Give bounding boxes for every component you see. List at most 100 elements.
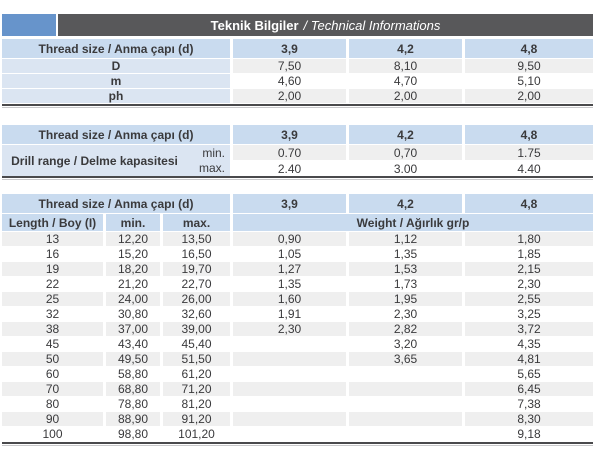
weight-column-header: Weight / Ağırlık gr/p bbox=[233, 214, 593, 231]
min-cell: 18,20 bbox=[106, 262, 160, 276]
table-bottom-rule bbox=[2, 442, 593, 444]
length-cell: 32 bbox=[2, 307, 103, 321]
length-column-header: Length / Boy (I) bbox=[2, 214, 103, 231]
max-cell: 16,50 bbox=[163, 247, 230, 261]
weight-cell: 1,12 bbox=[349, 232, 462, 246]
length-weight-table: Thread size / Anma çapı (d) 3,9 4,2 4,8 … bbox=[2, 194, 593, 446]
table-row: 19 18,20 19,70 1,27 1,53 2,15 bbox=[2, 262, 593, 276]
min-max-labels: min. max. bbox=[187, 146, 230, 176]
weight-cell: 7,38 bbox=[465, 397, 593, 411]
table-cell: 1.75 bbox=[465, 145, 593, 160]
min-cell: 43,40 bbox=[106, 337, 160, 351]
table-cell: 3.00 bbox=[349, 161, 462, 176]
min-cell: 98,80 bbox=[106, 427, 160, 441]
min-cell: 15,20 bbox=[106, 247, 160, 261]
max-label: max. bbox=[198, 160, 225, 175]
table-header-row: Thread size / Anma çapı (d) 3,9 4,2 4,8 bbox=[2, 194, 593, 213]
table-subheader-row: Length / Boy (I) min. max. Weight / Ağır… bbox=[2, 214, 593, 231]
table-row: 16 15,20 16,50 1,05 1,35 1,85 bbox=[2, 247, 593, 261]
table-cell: 8,10 bbox=[349, 59, 462, 73]
min-cell: 78,80 bbox=[106, 397, 160, 411]
weight-cell bbox=[349, 367, 462, 381]
table-row: 100 98,80 101,20 9,18 bbox=[2, 427, 593, 441]
weight-cell: 1,85 bbox=[465, 247, 593, 261]
table-header-row: Thread size / Anma çapı (d) 3,9 4,2 4,8 bbox=[2, 39, 593, 58]
brand-accent-square bbox=[2, 14, 56, 36]
max-cell: 101,20 bbox=[163, 427, 230, 441]
page-title: Teknik Bilgiler bbox=[210, 17, 299, 33]
max-cell: 61,20 bbox=[163, 367, 230, 381]
length-cell: 13 bbox=[2, 232, 103, 246]
min-cell: 49,50 bbox=[106, 352, 160, 366]
length-cell: 16 bbox=[2, 247, 103, 261]
min-cell: 37,00 bbox=[106, 322, 160, 336]
min-cell: 21,20 bbox=[106, 277, 160, 291]
weight-cell: 8,30 bbox=[465, 412, 593, 426]
length-cell: 25 bbox=[2, 292, 103, 306]
max-cell: 22,70 bbox=[163, 277, 230, 291]
weight-cell bbox=[233, 382, 346, 396]
max-column-header: max. bbox=[163, 214, 230, 231]
max-cell: 13,50 bbox=[163, 232, 230, 246]
weight-cell bbox=[233, 337, 346, 351]
thread-size-header: Thread size / Anma çapı (d) bbox=[2, 125, 230, 144]
table-cell: 4,70 bbox=[349, 74, 462, 88]
table-row: 90 88,90 91,20 8,30 bbox=[2, 412, 593, 426]
table-row: m 4,60 4,70 5,10 bbox=[2, 74, 593, 88]
length-cell: 50 bbox=[2, 352, 103, 366]
weight-cell: 1,91 bbox=[233, 307, 346, 321]
table-row: 70 68,80 71,20 6,45 bbox=[2, 382, 593, 396]
table-bottom-rule bbox=[2, 176, 593, 178]
min-cell: 30,80 bbox=[106, 307, 160, 321]
drill-range-label-cell: Drill range / Delme kapasitesi min. max. bbox=[2, 145, 230, 176]
table-header-row: Thread size / Anma çapı (d) 3,9 4,2 4,8 bbox=[2, 125, 593, 144]
weight-cell: 2,30 bbox=[465, 277, 593, 291]
min-column-header: min. bbox=[106, 214, 160, 231]
size-column-header: 3,9 bbox=[233, 194, 346, 213]
size-column-header: 4,2 bbox=[349, 194, 462, 213]
length-cell: 100 bbox=[2, 427, 103, 441]
min-cell: 12,20 bbox=[106, 232, 160, 246]
min-cell: 68,80 bbox=[106, 382, 160, 396]
drill-range-body: Drill range / Delme kapasitesi min. max.… bbox=[2, 145, 593, 176]
table-row: 13 12,20 13,50 0,90 1,12 1,80 bbox=[2, 232, 593, 246]
weight-cell: 3,25 bbox=[465, 307, 593, 321]
table-row: 25 24,00 26,00 1,60 1,95 2,55 bbox=[2, 292, 593, 306]
size-column-header: 4,8 bbox=[465, 125, 593, 144]
length-cell: 38 bbox=[2, 322, 103, 336]
row-label: ph bbox=[2, 89, 230, 103]
weight-cell: 2,15 bbox=[465, 262, 593, 276]
weight-cell bbox=[349, 412, 462, 426]
table-bottom-rule-light bbox=[2, 445, 593, 446]
min-cell: 24,00 bbox=[106, 292, 160, 306]
weight-cell: 1,05 bbox=[233, 247, 346, 261]
table-bottom-rule-light bbox=[2, 107, 593, 108]
weight-cell: 3,72 bbox=[465, 322, 593, 336]
weight-cell: 5,65 bbox=[465, 367, 593, 381]
page: Teknik Bilgiler / Technical Informations… bbox=[2, 14, 593, 446]
size-column-header: 4,2 bbox=[349, 39, 462, 58]
weight-cell bbox=[349, 397, 462, 411]
max-cell: 51,50 bbox=[163, 352, 230, 366]
row-label: D bbox=[2, 59, 230, 73]
weight-cell: 4,35 bbox=[465, 337, 593, 351]
row-label: m bbox=[2, 74, 230, 88]
weight-cell: 4,81 bbox=[465, 352, 593, 366]
weight-cell: 0,90 bbox=[233, 232, 346, 246]
min-cell: 58,80 bbox=[106, 367, 160, 381]
weight-cell: 2,82 bbox=[349, 322, 462, 336]
weight-cell: 2,55 bbox=[465, 292, 593, 306]
weight-cell: 2,30 bbox=[349, 307, 462, 321]
table-bottom-rule-light bbox=[2, 179, 593, 180]
table-bottom-rule bbox=[2, 104, 593, 106]
table-cell: 9,50 bbox=[465, 59, 593, 73]
thread-size-header: Thread size / Anma çapı (d) bbox=[2, 39, 230, 58]
min-row: 0.70 0,70 1.75 bbox=[233, 145, 593, 160]
table-cell: 2,00 bbox=[465, 89, 593, 103]
size-column-header: 3,9 bbox=[233, 125, 346, 144]
size-column-header: 3,9 bbox=[233, 39, 346, 58]
weight-cell: 9,18 bbox=[465, 427, 593, 441]
size-column-header: 4,2 bbox=[349, 125, 462, 144]
table-cell: 7,50 bbox=[233, 59, 346, 73]
table-cell: 4,60 bbox=[233, 74, 346, 88]
